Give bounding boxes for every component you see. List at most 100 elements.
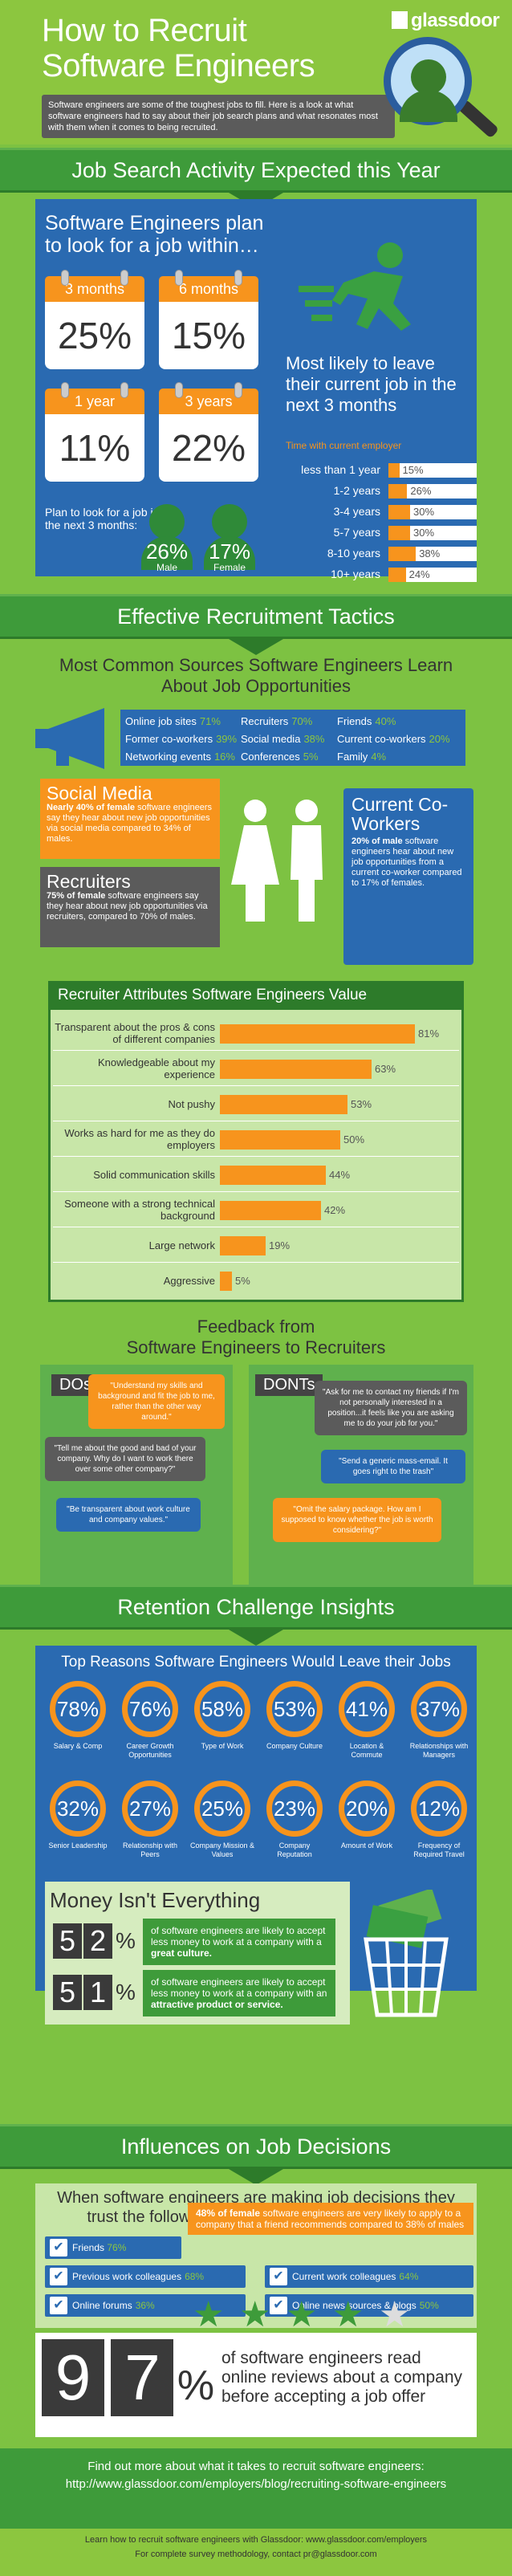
footer-employers-link[interactable]: Learn how to recruit software engineers … xyxy=(84,2535,428,2545)
attribute-bar xyxy=(220,1272,232,1291)
calendar-period: 3 months xyxy=(45,276,144,302)
friends-callout: 48% of female software engineers are ver… xyxy=(188,2203,473,2235)
attribute-row: Someone with a strong technical backgrou… xyxy=(48,1193,464,1225)
leave-row: 5-7 years 30% xyxy=(278,523,478,543)
source-value: 5% xyxy=(303,751,319,763)
callout-body: Nearly 40% of female software engineers … xyxy=(47,803,213,844)
money-basket-icon xyxy=(364,1890,449,2017)
callout-text: software engineers say they hear about n… xyxy=(47,803,213,844)
footer-text: Find out more about what it takes to rec… xyxy=(87,2460,425,2473)
source-value: 70% xyxy=(291,715,313,727)
attribute-bar xyxy=(220,1166,326,1185)
money-text-culture: of software engineers are likely to acce… xyxy=(143,1919,335,1965)
influence-source: ✔ Online news sources & blogs 50% xyxy=(265,2294,473,2317)
calendar-ring-icon xyxy=(234,270,242,286)
leave-track: 30% xyxy=(388,526,477,540)
female-label: Female xyxy=(213,562,246,573)
checkmark-icon: ✔ xyxy=(50,2297,67,2314)
attribute-row: Large network 19% xyxy=(48,1228,464,1260)
attribute-track: 44% xyxy=(220,1166,461,1185)
attribute-track: 19% xyxy=(220,1236,461,1255)
source-item: Conferences 5% xyxy=(241,748,319,766)
reason-ring: 58% xyxy=(194,1681,250,1737)
calendar-ring-icon xyxy=(120,382,128,398)
attribute-label: Knowledgeable about my experience xyxy=(98,1056,215,1080)
reason-ring: 37% xyxy=(411,1681,467,1737)
source-item: Social media 38% xyxy=(241,730,324,748)
attribute-track: 5% xyxy=(220,1272,461,1291)
title-line-2: Software Engineers xyxy=(42,48,315,83)
logo-text: glassdoor xyxy=(411,10,500,31)
footer-link[interactable]: http://www.glassdoor.com/employers/blog/… xyxy=(65,2477,447,2491)
reason-ring: 41% xyxy=(339,1681,395,1737)
calendar-period: 3 years xyxy=(159,389,258,414)
attribute-label: Someone with a strong technical backgrou… xyxy=(64,1198,215,1222)
attribute-label: Aggressive xyxy=(163,1275,215,1287)
reviews-panel xyxy=(35,2333,477,2437)
leave-label: 10+ years xyxy=(331,568,380,580)
reason-label: Career Growth Opportunities xyxy=(126,1742,174,1759)
digit: 5 xyxy=(53,1975,82,2010)
callout-bold: 75% of female xyxy=(47,891,106,901)
money-text: of software engineers are likely to acce… xyxy=(151,1976,327,1999)
row-divider xyxy=(53,1262,459,1263)
attribute-track: 42% xyxy=(220,1201,461,1220)
calendar-value: 15% xyxy=(159,302,258,369)
source-label: Family xyxy=(337,751,368,763)
glassdoor-logo[interactable]: glassdoor xyxy=(392,10,500,32)
checkmark-icon: ✔ xyxy=(50,2268,67,2285)
leave-track: 30% xyxy=(388,505,477,519)
bar-notch xyxy=(229,1630,283,1646)
reason-ring: 12% xyxy=(411,1780,467,1837)
do-bubble: "Tell me about the good and bad of your … xyxy=(45,1437,205,1481)
source-value: 20% xyxy=(429,733,450,745)
male-percent: 26% xyxy=(145,539,189,564)
influence-source: ✔ Online forums 36% xyxy=(45,2294,246,2317)
calendar-3-years: 3 years 22% xyxy=(159,382,258,482)
leave-row: 10+ years 24% xyxy=(278,565,478,584)
leave-track: 24% xyxy=(388,568,477,582)
leave-value: 38% xyxy=(419,547,441,560)
digit: 5 xyxy=(53,1923,82,1959)
running-person-icon xyxy=(299,242,411,331)
feedback-title-line-2: Software Engineers to Recruiters xyxy=(126,1337,386,1357)
calendar-ring-icon xyxy=(61,382,69,398)
reason-label: Company Reputation xyxy=(277,1841,312,1858)
donts-label: DONTs xyxy=(255,1374,323,1396)
source-value: 71% xyxy=(199,715,221,727)
attribute-value: 50% xyxy=(343,1133,365,1146)
attribute-bar xyxy=(220,1095,347,1114)
reason-ring: 20% xyxy=(339,1780,395,1837)
reason-label: Location & Commute xyxy=(349,1742,384,1759)
job-search-title: Software Engineers plan to look for a jo… xyxy=(45,212,264,257)
bar-notch xyxy=(229,639,283,655)
star-icon: ★ xyxy=(193,2295,225,2334)
reason-ring: 78% xyxy=(50,1681,106,1737)
leave-subtitle: Time with current employer xyxy=(286,440,402,451)
leave-fill xyxy=(388,547,417,561)
row-divider xyxy=(53,1085,459,1086)
source-item: Networking events 16% xyxy=(125,748,235,766)
reason-label: Frequency of Required Travel xyxy=(413,1841,465,1858)
leave-fill xyxy=(388,568,406,582)
attribute-label: Transparent about the pros & cons of dif… xyxy=(55,1021,215,1045)
source-item: Former co-workers 39% xyxy=(125,730,237,748)
digit: 9 xyxy=(42,2339,104,2416)
source-value: 16% xyxy=(213,751,235,763)
dont-bubble: "Send a generic mass-email. It goes righ… xyxy=(321,1450,465,1483)
section-title: Influences on Job Decisions xyxy=(120,2134,392,2159)
influence-source: ✔ Current work colleagues 64% xyxy=(265,2265,473,2288)
calendar-3-months: 3 months 25% xyxy=(45,270,144,369)
calendar-period: 6 months xyxy=(159,276,258,302)
callout-title: Social Media xyxy=(47,783,152,804)
digit: 2 xyxy=(83,1923,112,1959)
megaphone-icon xyxy=(35,708,104,769)
section-title: Job Search Activity Expected this Year xyxy=(71,158,441,182)
reason-label: Relationship with Peers xyxy=(122,1841,178,1858)
footer-contact[interactable]: For complete survey methodology, contact… xyxy=(135,2550,377,2559)
recruiters-callout: Recruiters 75% of female software engine… xyxy=(40,867,220,947)
callout-bold: Nearly 40% of female xyxy=(47,803,136,812)
source-item: Friends 40% xyxy=(337,713,396,730)
leave-fill xyxy=(388,463,400,478)
leave-row: 8-10 years 38% xyxy=(278,544,478,564)
